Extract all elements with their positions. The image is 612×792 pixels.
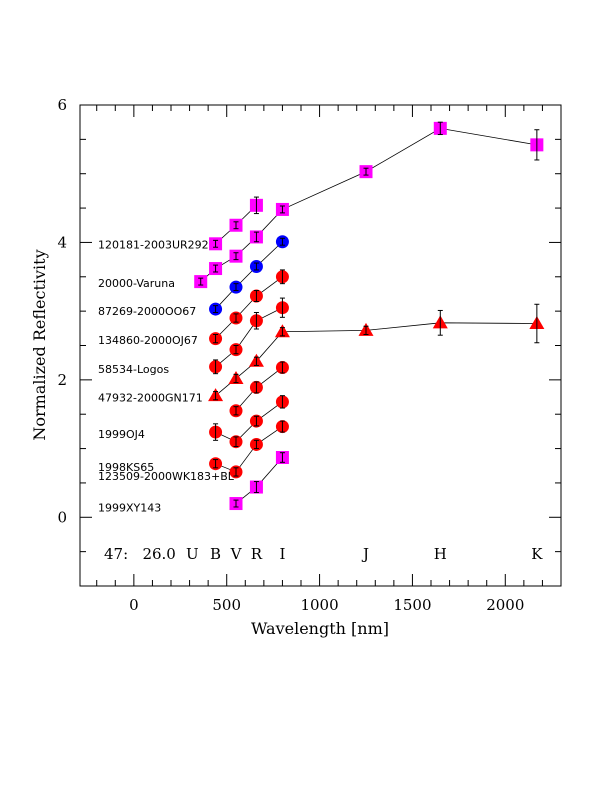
band-label: V (230, 545, 243, 563)
series-120181-2003ur292 (194, 121, 544, 289)
x-tick-label: 500 (212, 596, 241, 614)
series-1999oj4 (209, 395, 289, 449)
y-tick-label: 6 (57, 96, 67, 114)
band-label: R (251, 545, 263, 563)
series-label: 20000-Varuna (98, 277, 175, 290)
series-group-1 (209, 196, 263, 251)
series-label: 1999OJ4 (98, 428, 145, 441)
series-label: 134860-2000OJ67 (98, 334, 198, 347)
data-series (194, 121, 545, 511)
series-47932-2000gn171 (229, 360, 289, 418)
series-1998ks65 (209, 420, 289, 479)
y-tick-label: 4 (57, 233, 67, 251)
series-123509-2000wk183-bl (229, 451, 289, 511)
series-label: 58534-Logos (98, 363, 169, 376)
y-tick-label: 2 (57, 371, 67, 389)
series-134860-2000oj67 (209, 297, 289, 375)
band-label: B (210, 545, 221, 563)
series-line (215, 276, 283, 339)
band-prefix: 47: 26.0 (104, 545, 176, 563)
series-labels: 120181-2003UR292 20000-Varuna 87269-2000OO… (98, 238, 235, 514)
series-label: 1998KS65 (98, 461, 154, 474)
band-label: H (434, 545, 447, 563)
x-axis-label: Wavelength [nm] (251, 619, 389, 638)
series-label: 87269-2000OO67 (98, 305, 196, 318)
series-line (215, 241, 283, 310)
series-label: 120181-2003UR292 (98, 238, 209, 251)
series-line (215, 322, 537, 396)
series-label: 47932-2000GN171 (98, 392, 203, 405)
series-label: 123509-2000WK183+BL (98, 470, 235, 483)
series-58534-logos (208, 303, 545, 402)
x-tick-label: 2000 (486, 596, 524, 614)
series-20000-varuna (209, 235, 289, 316)
axis-ticks (80, 104, 561, 587)
band-label: U (186, 545, 199, 563)
x-tick-label: 0 (129, 596, 139, 614)
series-87269-2000oo67 (209, 269, 289, 346)
x-tick-label: 1500 (393, 596, 431, 614)
series-line (215, 307, 283, 368)
series-line (235, 457, 283, 504)
tick-labels: 0 500 1000 1500 2000 0 2 4 6 (57, 96, 524, 614)
band-labels: 47: 26.0 U B V R I J H K (104, 545, 543, 563)
series-line (215, 401, 283, 443)
y-axis-label: Normalized Reflectivity (30, 249, 49, 440)
x-tick-label: 1000 (300, 596, 338, 614)
band-label: K (531, 545, 543, 563)
y-tick-label: 0 (57, 508, 67, 526)
band-label: I (279, 545, 285, 563)
series-line (215, 426, 283, 473)
series-label: 1999XY143 (98, 502, 161, 515)
band-label: J (361, 545, 369, 563)
